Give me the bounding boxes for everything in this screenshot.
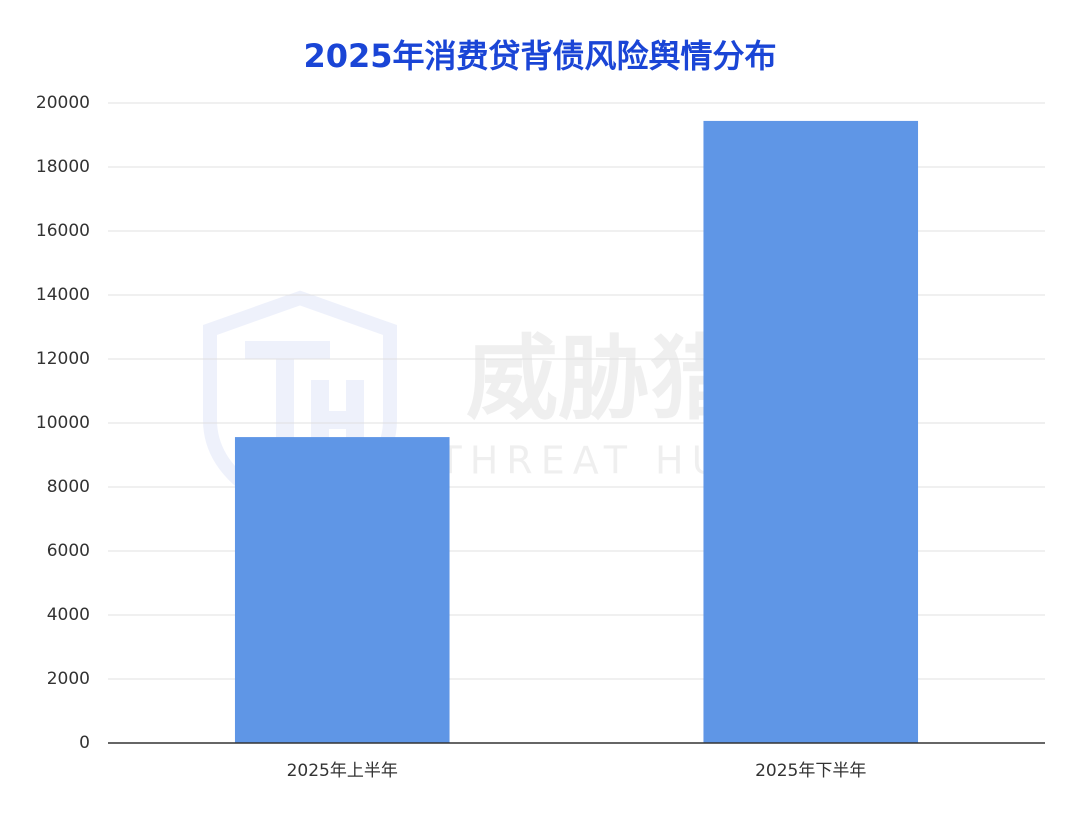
x-tick-label: 2025年上半年 <box>287 761 398 781</box>
y-tick-label: 4000 <box>47 605 90 625</box>
y-tick-label: 8000 <box>47 477 90 497</box>
bar <box>234 437 450 743</box>
y-tick-label: 0 <box>79 733 90 753</box>
y-tick-label: 6000 <box>47 541 90 561</box>
y-tick-label: 20000 <box>36 93 90 113</box>
y-tick-label: 14000 <box>36 285 90 305</box>
y-tick-label: 10000 <box>36 413 90 433</box>
y-tick-label: 12000 <box>36 349 90 369</box>
y-tick-label: 2000 <box>47 669 90 689</box>
x-tick-label: 2025年下半年 <box>755 761 866 781</box>
chart-title: 2025年消费贷背债风险舆情分布 <box>303 37 776 75</box>
bar <box>703 120 919 744</box>
y-tick-label: 18000 <box>36 157 90 177</box>
y-tick-label: 16000 <box>36 221 90 241</box>
